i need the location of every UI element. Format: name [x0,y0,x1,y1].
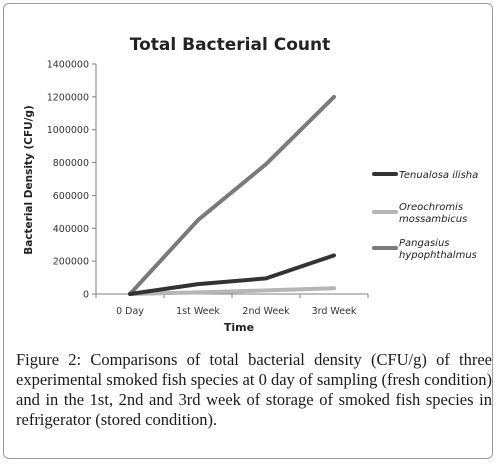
chart-title: Total Bacterial Count [130,35,330,55]
y-tick-label: 200000 [53,257,89,268]
series-line [128,286,336,296]
figure-caption: Figure 2: Comparisons of total bacterial… [16,350,492,430]
x-tick-label: 0 Day [116,306,144,317]
legend-label: Oreochromis mossambicus [399,202,467,225]
x-tick-label: 2nd Week [242,306,290,317]
figure-frame: Total Bacterial Count 0 200000 400000 60000… [3,3,493,459]
y-tick-label: 400000 [53,224,89,235]
caption-text: Comparisons of total bacterial density (… [16,350,492,429]
series-line [128,94,336,296]
series-line [128,253,336,296]
x-tick-label: 1st Week [176,306,220,317]
x-tick-label: 3rd Week [312,306,357,317]
y-tick-label: 0 [83,290,89,301]
caption-label: Figure 2: [16,350,82,369]
y-tick-label: 800000 [53,158,89,169]
y-tick-label: 600000 [53,191,89,202]
y-tick-label: 1200000 [47,92,89,103]
legend-label: Tenualosa ilisha [399,170,478,181]
y-tick-label: 1400000 [47,60,89,71]
y-axis-title: Bacterial Density (CFU/g) [23,105,35,255]
legend-label: Pangasius hypophthalmus [399,238,477,261]
line-chart: Total Bacterial Count 0 200000 400000 60000… [23,35,478,334]
x-axis-title: Time [224,321,254,334]
y-tick-label: 1000000 [47,125,89,136]
